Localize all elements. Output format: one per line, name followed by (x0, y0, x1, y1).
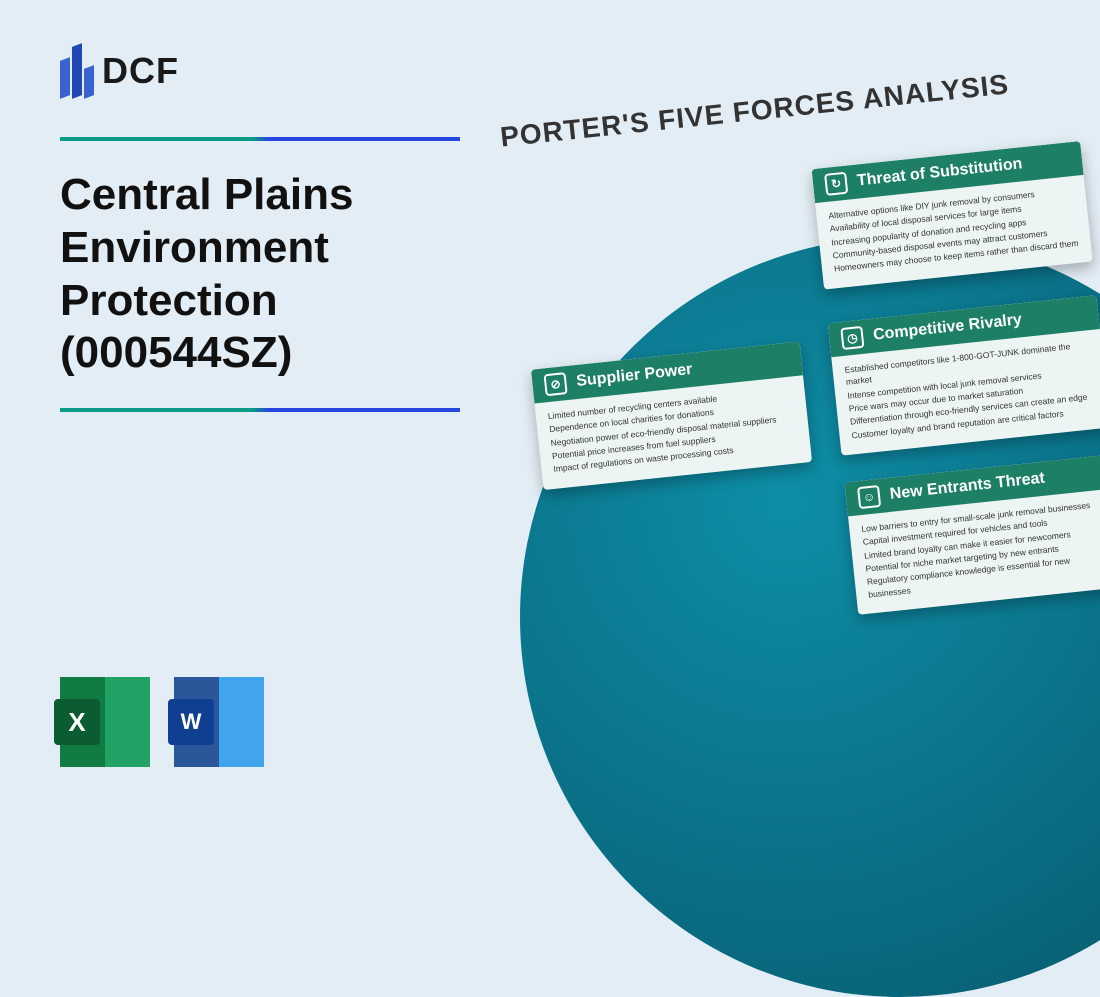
analysis-heading: PORTER'S FIVE FORCES ANALYSIS (498, 68, 1010, 153)
excel-icon[interactable]: X (60, 677, 150, 767)
card-new-entrants: ☺ New Entrants Threat Low barriers to en… (844, 454, 1100, 614)
word-icon[interactable]: W (174, 677, 264, 767)
card-competitive-rivalry: ◷ Competitive Rivalry Established compet… (828, 295, 1100, 455)
excel-badge: X (54, 699, 100, 745)
person-icon: ☺ (857, 485, 881, 509)
left-panel: DCF Central Plains Environment Protectio… (60, 45, 480, 436)
card-title: Supplier Power (576, 361, 694, 391)
logo-text: DCF (102, 50, 179, 92)
card-threat-substitution: ↻ Threat of Substitution Alternative opt… (812, 141, 1093, 289)
logo-bars-icon (60, 45, 94, 97)
link-icon: ⊘ (544, 372, 568, 396)
divider-top (60, 137, 460, 141)
logo: DCF (60, 45, 480, 97)
cards-area: ⊘ Supplier Power Limited number of recyc… (533, 140, 1100, 755)
swap-icon: ↻ (824, 172, 848, 196)
divider-bottom (60, 408, 460, 412)
file-icons: X W (60, 677, 264, 767)
card-supplier-power: ⊘ Supplier Power Limited number of recyc… (531, 341, 812, 489)
page-title: Central Plains Environment Protection (0… (60, 169, 480, 380)
word-badge: W (168, 699, 214, 745)
clock-icon: ◷ (840, 326, 864, 350)
